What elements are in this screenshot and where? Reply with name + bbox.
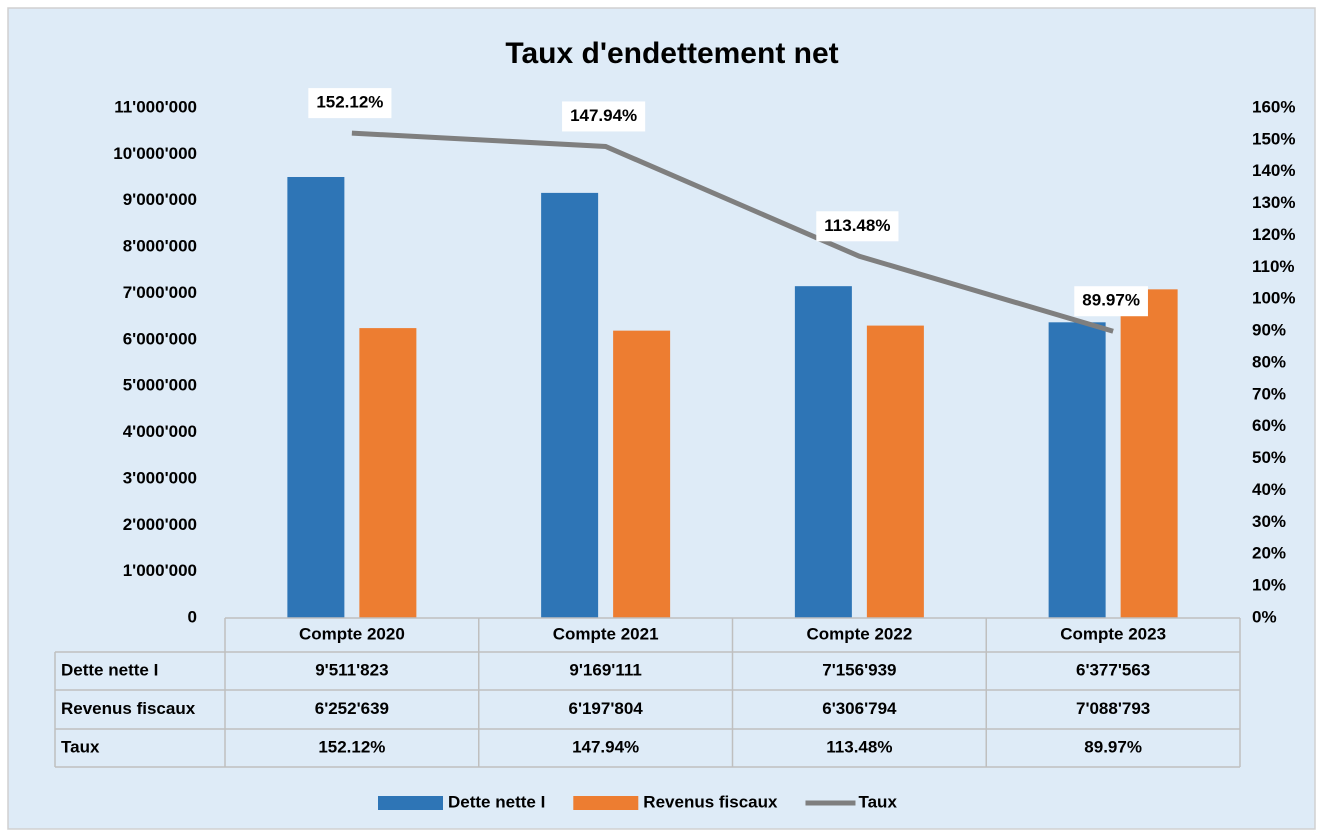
legend-swatch — [573, 796, 639, 810]
y2-tick-label: 140% — [1252, 161, 1295, 180]
y-tick-label: 6'000'000 — [123, 329, 197, 348]
y2-tick-label: 160% — [1252, 97, 1295, 116]
data-label: 113.48% — [824, 216, 890, 235]
data-label: 147.94% — [570, 106, 637, 125]
y-tick-label: 8'000'000 — [123, 237, 197, 256]
table-cell: 6'377'563 — [1076, 660, 1150, 679]
data-label: 89.97% — [1082, 291, 1140, 310]
y-tick-label: 0 — [188, 607, 197, 626]
y2-tick-label: 130% — [1252, 193, 1295, 212]
y-tick-label: 7'000'000 — [123, 283, 197, 302]
x-tick-label: Compte 2020 — [299, 624, 405, 643]
x-tick-label: Compte 2023 — [1060, 624, 1166, 643]
table-cell: 9'169'111 — [569, 660, 641, 679]
y2-tick-label: 70% — [1252, 384, 1286, 403]
y2-tick-label: 150% — [1252, 129, 1295, 148]
table-cell: 147.94% — [572, 737, 639, 756]
bar — [541, 192, 599, 619]
legend-swatch — [378, 796, 443, 810]
table-cell: 113.48% — [826, 737, 892, 756]
legend-label: Revenus fiscaux — [643, 792, 778, 811]
table-cell: 7'156'939 — [822, 660, 896, 679]
y2-tick-label: 10% — [1252, 576, 1286, 595]
y-tick-label: 3'000'000 — [123, 468, 197, 487]
table-cell: 89.97% — [1084, 737, 1142, 756]
chart-title: Taux d'endettement net — [505, 37, 838, 70]
y-tick-label: 10'000'000 — [113, 144, 197, 163]
data-label-box — [1074, 286, 1148, 317]
y2-tick-label: 60% — [1252, 416, 1286, 435]
y2-tick-label: 20% — [1252, 544, 1286, 563]
y2-tick-label: 100% — [1252, 289, 1295, 308]
bar — [613, 330, 671, 618]
y2-tick-label: 120% — [1252, 225, 1295, 244]
y-tick-label: 1'000'000 — [123, 561, 197, 580]
legend-label: Dette nette I — [448, 792, 545, 811]
y-tick-label: 9'000'000 — [123, 190, 197, 209]
table-row-label: Taux — [61, 737, 100, 756]
table-cell: 6'252'639 — [315, 699, 389, 718]
table-cell: 7'088'793 — [1076, 699, 1150, 718]
y-tick-label: 2'000'000 — [123, 515, 197, 534]
x-tick-label: Compte 2021 — [553, 624, 659, 643]
table-cell: 6'306'794 — [822, 699, 897, 718]
y-tick-label: 5'000'000 — [123, 376, 197, 395]
line-series — [351, 130, 1114, 334]
y-tick-label: 4'000'000 — [123, 422, 197, 441]
legend-label: Taux — [858, 792, 897, 811]
table-row-label: Dette nette I — [61, 660, 158, 679]
y2-tick-label: 50% — [1252, 448, 1286, 467]
bar — [359, 328, 417, 618]
data-label-box — [562, 101, 646, 132]
table-cell: 9'511'823 — [315, 660, 388, 679]
y2-tick-label: 90% — [1252, 321, 1286, 340]
data-label: 152.12% — [316, 93, 383, 112]
table-row-label: Revenus fiscaux — [61, 699, 196, 718]
bar — [1048, 322, 1106, 618]
y2-tick-label: 0% — [1252, 607, 1277, 626]
bar — [866, 325, 924, 618]
bar — [287, 176, 345, 618]
table-cell: 152.12% — [318, 737, 385, 756]
bar — [1120, 289, 1178, 618]
bar — [794, 286, 852, 618]
table-cell: 6'197'804 — [568, 699, 643, 718]
data-label-box — [308, 88, 392, 119]
x-tick-label: Compte 2022 — [806, 624, 912, 643]
y-tick-label: 11'000'000 — [114, 97, 197, 116]
y2-tick-label: 30% — [1252, 512, 1286, 531]
y2-tick-label: 110% — [1252, 257, 1295, 276]
y2-tick-label: 40% — [1252, 480, 1286, 499]
y2-tick-label: 80% — [1252, 352, 1286, 371]
data-label-box — [816, 211, 899, 242]
